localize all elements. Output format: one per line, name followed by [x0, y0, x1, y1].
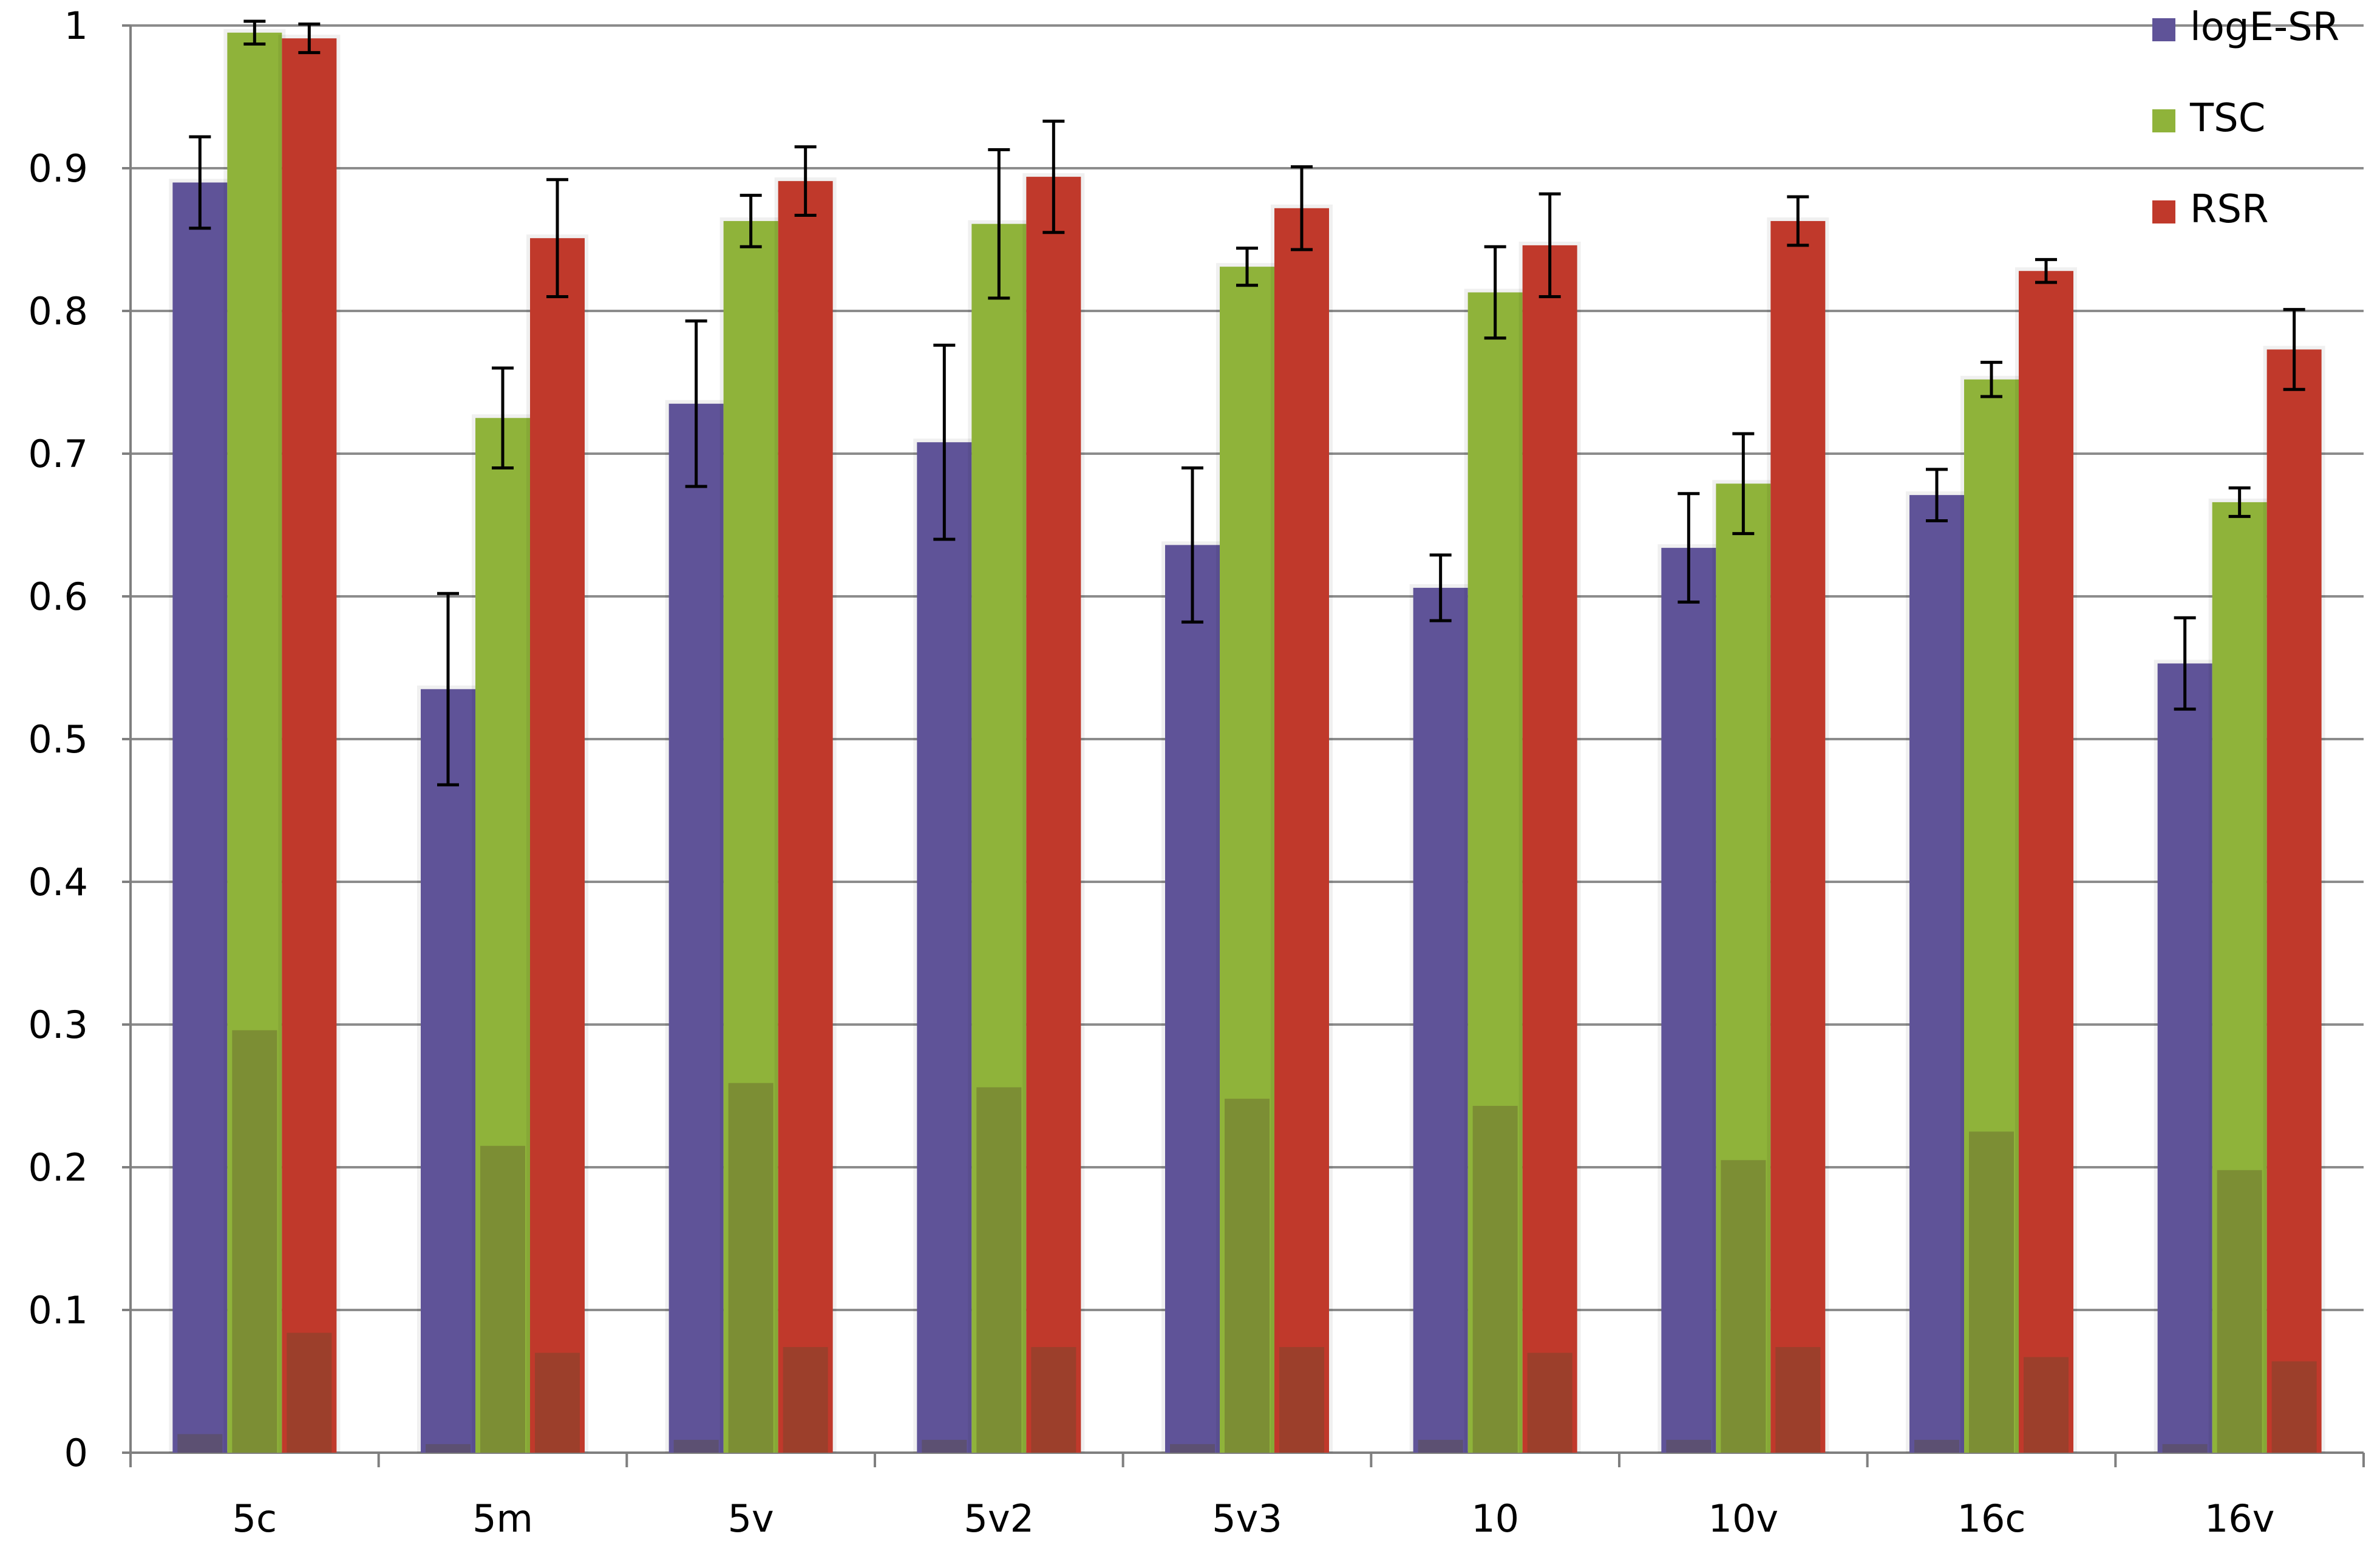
bar-inner-segment	[1031, 1347, 1076, 1453]
bar-TSC	[971, 223, 1027, 1453]
bar-RSR	[2266, 349, 2322, 1453]
bars	[169, 29, 2325, 1453]
bar-inner-segment	[2271, 1361, 2317, 1453]
bar-inner-segment	[287, 1332, 332, 1453]
x-tick-labels: 5c 5m 5v 5v2 5v3 10 10v 16c 16v	[233, 1496, 2275, 1541]
bar-inner-segment	[1775, 1347, 1821, 1453]
bar-TSC	[1220, 267, 1274, 1453]
legend-swatch-logE-SR	[2152, 18, 2175, 41]
y-tick-labels: 0 0.1 0.2 0.3 0.4 0.5 0.6 0.7 0.8 0.9 1	[28, 4, 88, 1475]
bar-logE-SR	[421, 689, 475, 1453]
x-tick-label: 10	[1471, 1496, 1519, 1541]
y-tick-label: 0.8	[28, 289, 88, 333]
y-tick-label: 0	[64, 1431, 88, 1475]
y-tick-label: 0.9	[28, 146, 88, 191]
bar-RSR	[2019, 271, 2073, 1453]
bar-logE-SR	[1909, 495, 1964, 1453]
bar-RSR	[1026, 177, 1081, 1453]
bar-TSC	[1964, 379, 2019, 1453]
bar-inner-segment	[1225, 1099, 1270, 1453]
y-tick-label: 0.1	[28, 1288, 88, 1332]
bar-TSC	[475, 418, 530, 1453]
bar-inner-segment	[2162, 1444, 2208, 1453]
x-tick-label: 5v2	[964, 1496, 1035, 1541]
bar-inner-segment	[1418, 1439, 1463, 1453]
bar-inner-segment	[1666, 1439, 1712, 1453]
x-tick-label: 5c	[233, 1496, 277, 1541]
legend-label: logE-SR	[2190, 5, 2339, 50]
bar-RSR	[1770, 220, 1826, 1453]
bar-logE-SR	[2157, 663, 2212, 1453]
bar-TSC	[2212, 502, 2267, 1453]
bar-RSR	[1274, 208, 1329, 1453]
x-tick-label: 5v3	[1212, 1496, 1282, 1541]
bar-logE-SR	[917, 442, 972, 1453]
y-tick-label: 0.3	[28, 1003, 88, 1047]
bar-TSC	[723, 220, 778, 1453]
bar-inner-segment	[535, 1352, 580, 1453]
bar-TSC	[227, 32, 282, 1453]
bar-inner-segment	[1721, 1160, 1766, 1453]
bar-inner-segment	[232, 1030, 277, 1453]
legend-label: TSC	[2189, 96, 2265, 141]
bar-inner-segment	[1969, 1131, 2014, 1453]
bar-inner-segment	[177, 1434, 223, 1453]
y-tick-label: 0.4	[28, 860, 88, 904]
x-tick-label: 16v	[2205, 1496, 2275, 1541]
bar-inner-segment	[922, 1439, 967, 1453]
bar-RSR	[530, 238, 585, 1453]
bar-TSC	[1716, 483, 1771, 1453]
bar-inner-segment	[1527, 1352, 1572, 1453]
bar-inner-segment	[1170, 1444, 1215, 1453]
y-tick-label: 0.6	[28, 575, 88, 619]
bar-inner-segment	[1279, 1347, 1324, 1453]
bar-inner-segment	[480, 1145, 525, 1453]
bar-inner-segment	[2217, 1170, 2262, 1453]
bar-inner-segment	[1472, 1105, 1518, 1453]
legend: logE-SR TSC RSR	[2152, 5, 2339, 232]
bar-RSR	[778, 181, 833, 1453]
bar-logE-SR	[1413, 587, 1468, 1453]
bar-inner-segment	[2024, 1357, 2069, 1453]
legend-swatch-TSC	[2152, 109, 2175, 132]
bar-inner-segment	[976, 1087, 1022, 1453]
y-tick-label: 0.7	[28, 432, 88, 476]
bar-inner-segment	[728, 1083, 773, 1453]
x-tick-label: 5m	[472, 1496, 533, 1541]
x-tick-label: 10v	[1708, 1496, 1779, 1541]
legend-label: RSR	[2190, 187, 2269, 232]
x-tick-label: 16c	[1957, 1496, 2026, 1541]
legend-swatch-RSR	[2152, 200, 2175, 223]
x-tick-label: 5v	[728, 1496, 774, 1541]
bar-inner-segment	[426, 1444, 471, 1453]
bar-logE-SR	[1661, 548, 1716, 1453]
bar-RSR	[1522, 245, 1577, 1453]
bar-inner-segment	[1914, 1439, 1959, 1453]
y-tick-label: 1	[64, 4, 88, 48]
bar-logE-SR	[1165, 545, 1220, 1453]
bar-RSR	[282, 38, 337, 1453]
bar-logE-SR	[172, 182, 228, 1453]
y-tick-label: 0.5	[28, 717, 88, 762]
y-tick-label: 0.2	[28, 1145, 88, 1190]
bar-TSC	[1467, 292, 1523, 1453]
error-bars	[189, 19, 2305, 786]
bar-inner-segment	[783, 1347, 828, 1453]
bar-inner-segment	[673, 1439, 719, 1453]
bar-logE-SR	[668, 403, 724, 1453]
